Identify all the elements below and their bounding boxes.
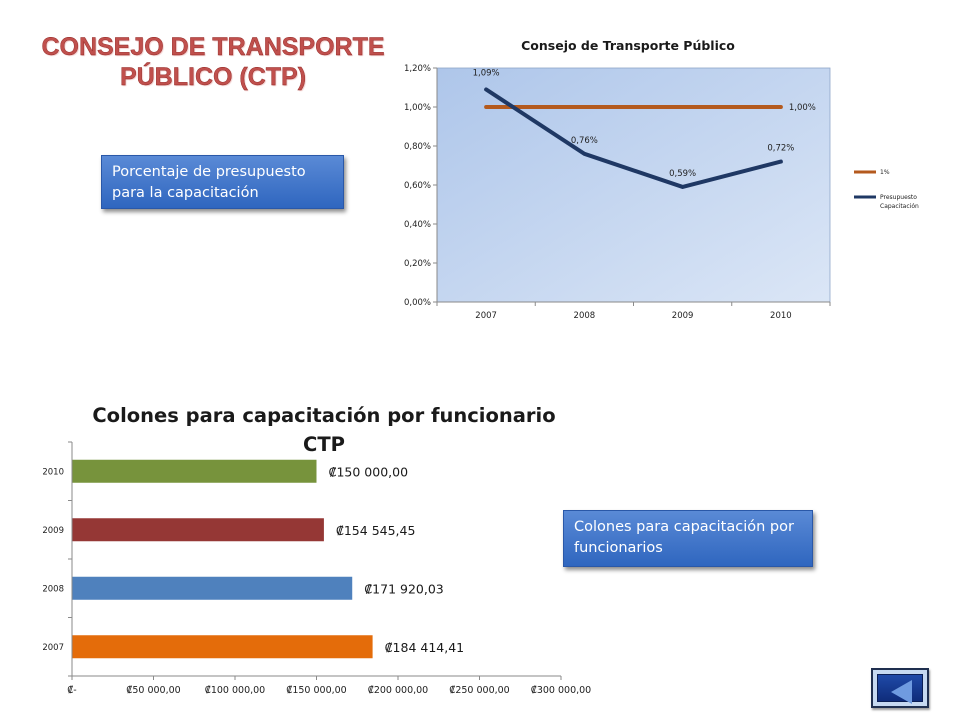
legend-label-1: 1% <box>880 169 890 176</box>
callout-budget-percent: Porcentaje de presupuesto para la capaci… <box>101 155 344 209</box>
line-chart-title: Consejo de Transporte Público <box>521 38 735 53</box>
y-tick-label: 0,00% <box>404 298 431 308</box>
back-arrow-icon <box>877 674 923 704</box>
slide-title-line2: PÚBLICO (CTP) <box>119 63 307 91</box>
bar-2009 <box>72 518 324 542</box>
bar-chart-title-line2: CTP <box>303 433 345 456</box>
line-chart: Consejo de Transporte Público 0,00% 0,20% 0… <box>404 38 919 321</box>
bar-value-label: ₡184 414,41 <box>385 640 465 655</box>
legend-label-2b: Capacitación <box>880 203 919 210</box>
plot-area <box>436 67 831 303</box>
bar-value-label: ₡171 920,03 <box>364 581 444 596</box>
x-tick-label: 2007 <box>475 311 497 321</box>
series-line-1 <box>484 87 783 189</box>
legend-label-2a: Presupuesto <box>880 194 917 201</box>
x-tick-label: ₡100 000,00 <box>205 685 265 696</box>
y-tick-label: 0,80% <box>404 142 431 152</box>
slide-title-line1: CONSEJO DE TRANSPORTE <box>41 33 385 61</box>
y-tick-label: 1,20% <box>404 64 431 74</box>
bar-2008 <box>72 576 353 600</box>
y-category-label: 2007 <box>42 643 64 653</box>
data-label: 1,00% <box>789 103 816 113</box>
y-tick-label: 0,60% <box>404 181 431 191</box>
data-label: 0,76% <box>571 136 598 146</box>
callout-colones: Colones para capacitación por funcionari… <box>563 510 813 567</box>
y-tick-label: 1,00% <box>404 103 431 113</box>
bar-value-label: ₡150 000,00 <box>329 464 409 479</box>
y-category-label: 2008 <box>42 584 64 594</box>
bar-chart-title-line1: Colones para capacitación por funcionari… <box>92 404 555 427</box>
x-tick-label: 2008 <box>574 311 596 321</box>
y-category-label: 2010 <box>42 467 64 477</box>
x-tick-label: ₡50 000,00 <box>126 685 180 696</box>
data-label: 0,72% <box>767 144 794 154</box>
slide-title: CONSEJO DE TRANSPORTE PÚBLICO (CTP) <box>30 32 396 92</box>
data-label: 1,09% <box>473 68 500 78</box>
y-category-label: 2009 <box>42 526 64 536</box>
y-tick-label: 0,40% <box>404 220 431 230</box>
bar-2010 <box>72 459 317 483</box>
bar-chart: Colones para capacitación por funcionari… <box>42 404 591 696</box>
x-tick-label: ₡300 000,00 <box>531 685 591 696</box>
back-button[interactable] <box>871 668 929 708</box>
x-tick-label: 2009 <box>672 311 694 321</box>
x-tick-label: 2010 <box>770 311 792 321</box>
x-tick-label: ₡250 000,00 <box>449 685 509 696</box>
x-tick-label: ₡200 000,00 <box>368 685 428 696</box>
y-tick-label: 0,20% <box>404 259 431 269</box>
x-tick-label: ₡- <box>67 685 76 696</box>
bar-2007 <box>72 635 373 659</box>
data-label: 0,59% <box>669 169 696 179</box>
bar-value-label: ₡154 545,45 <box>336 523 416 538</box>
x-tick-label: ₡150 000,00 <box>286 685 346 696</box>
